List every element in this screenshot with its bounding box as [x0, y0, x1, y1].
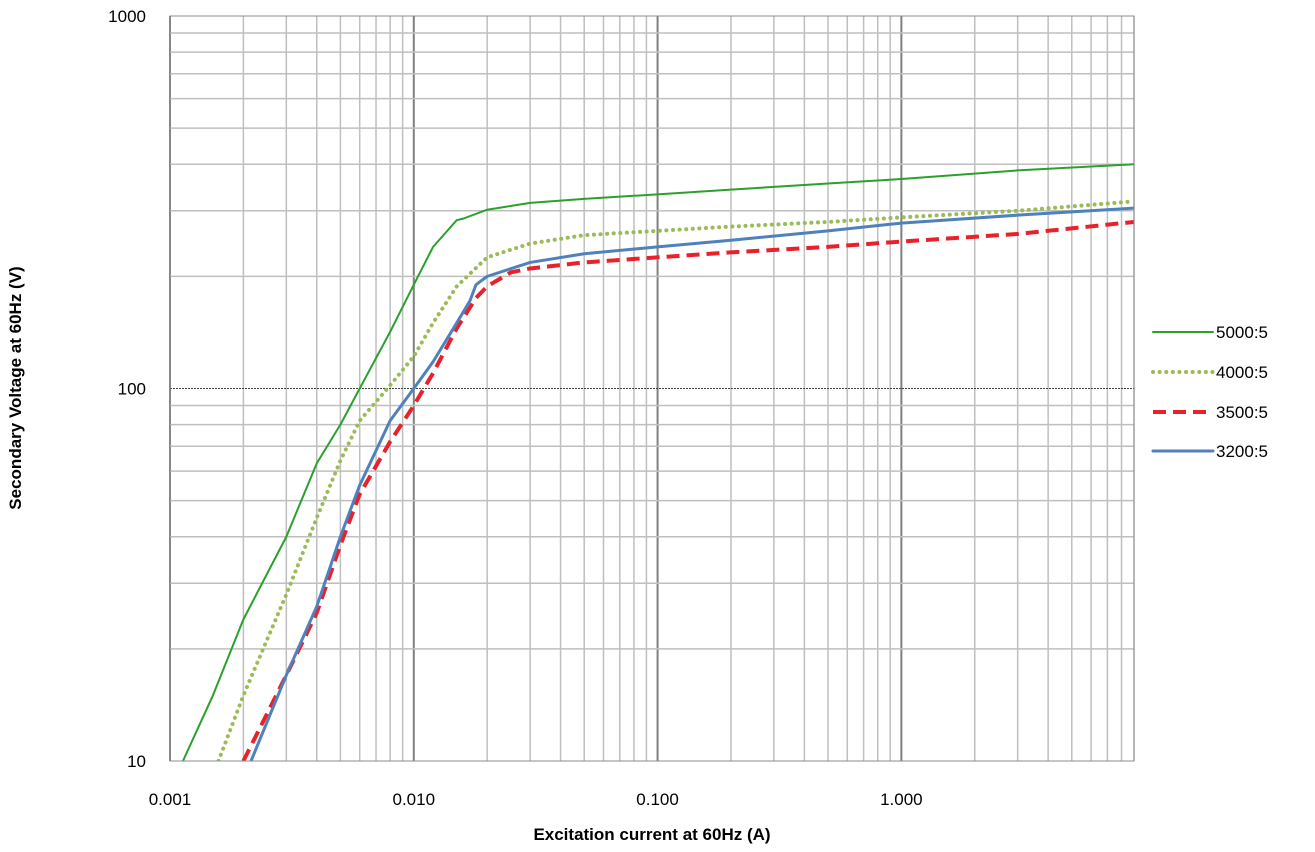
- series-line-5000-5: [181, 163, 1134, 761]
- x-tick-labels: 0.001 0.010 0.100 1.000: [149, 790, 923, 809]
- series-layer: [181, 163, 1134, 761]
- series-line-4000-5: [216, 199, 1134, 761]
- x-axis-title: Excitation current at 60Hz (A): [533, 825, 770, 844]
- y-tick-label: 100: [118, 380, 146, 399]
- y-tick-labels: 10 100 1000: [108, 7, 146, 771]
- y-tick-label: 10: [127, 752, 146, 771]
- series-line-3500-5: [241, 219, 1134, 761]
- legend-label: 3500:5: [1216, 403, 1268, 422]
- x-tick-label: 0.010: [393, 790, 436, 809]
- series-line-3200-5: [249, 206, 1134, 761]
- x-tick-label: 1.000: [880, 790, 923, 809]
- y-tick-label: 1000: [108, 7, 146, 26]
- legend: 5000:5 4000:5 3500:5 3200:5: [1151, 323, 1268, 461]
- x-tick-label: 0.001: [149, 790, 192, 809]
- legend-label: 4000:5: [1216, 363, 1268, 382]
- legend-label: 3200:5: [1216, 442, 1268, 461]
- x-tick-label: 0.100: [636, 790, 679, 809]
- legend-label: 5000:5: [1216, 323, 1268, 342]
- y-axis-title: Secondary Voltage at 60Hz (V): [6, 266, 25, 509]
- grid: [169, 15, 1135, 762]
- plot-frame: [169, 15, 1135, 762]
